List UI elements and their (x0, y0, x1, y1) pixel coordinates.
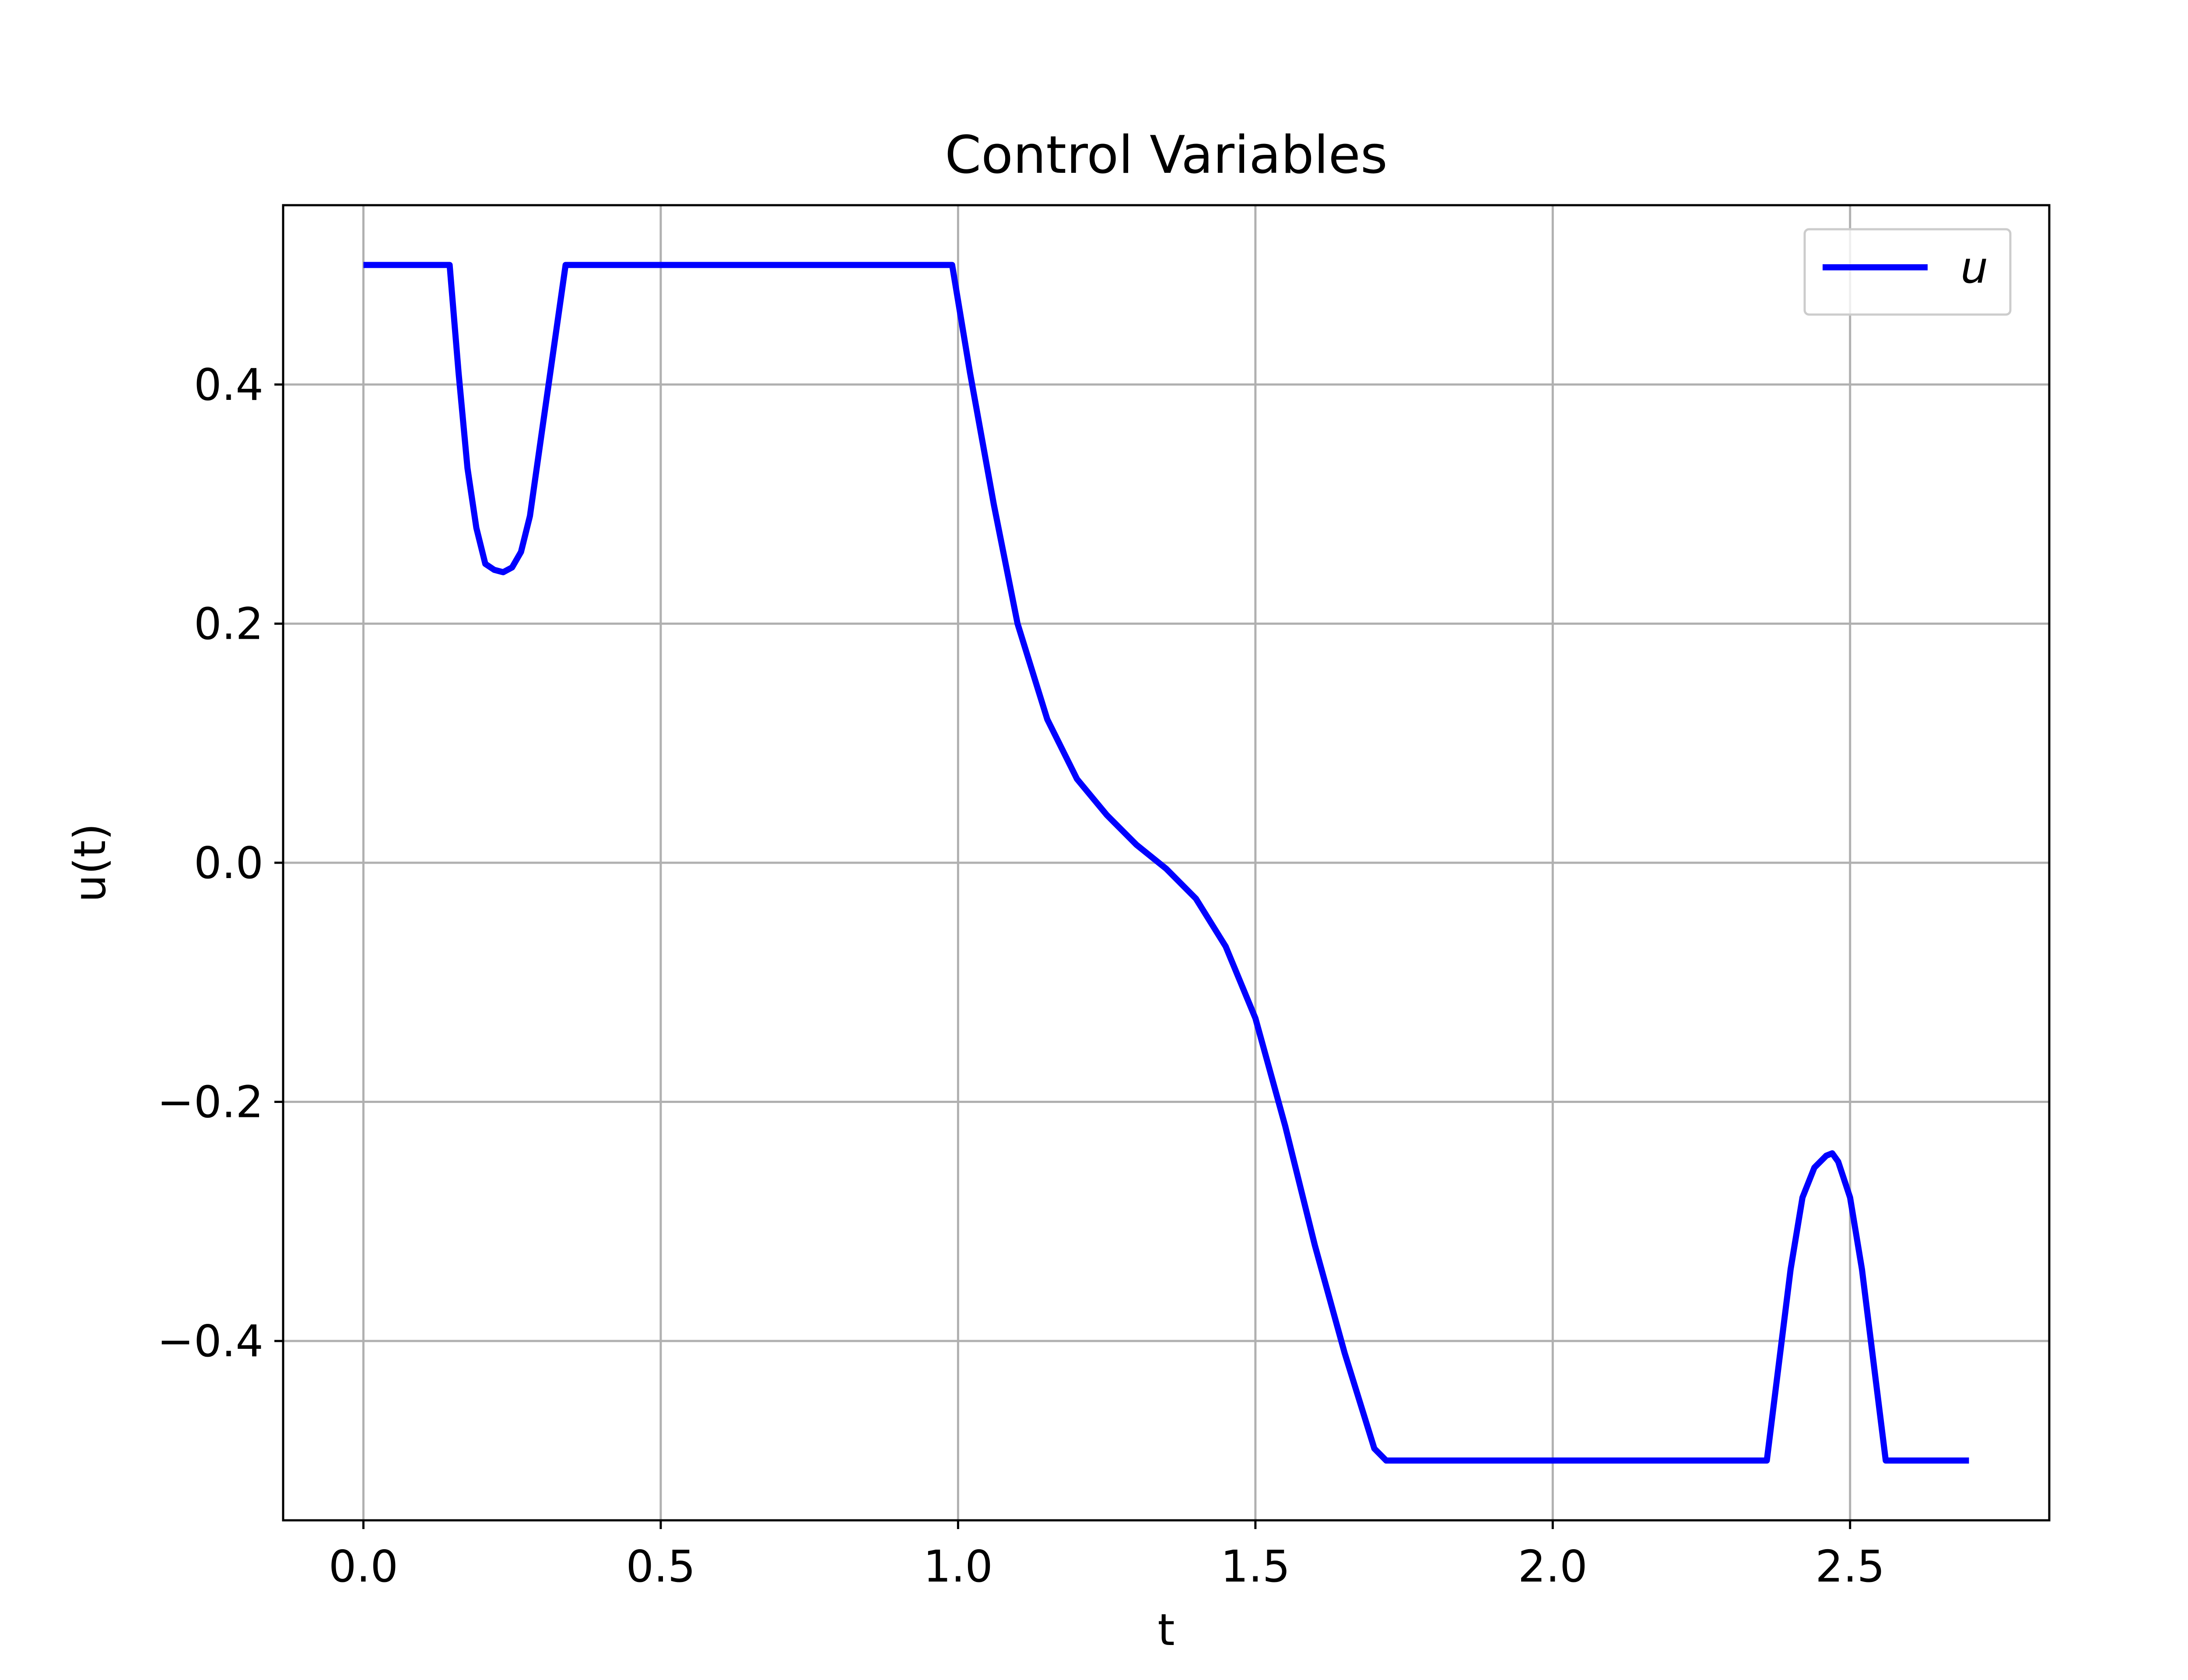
x-tick-label: 0.5 (626, 1541, 695, 1592)
x-tick-label: 2.0 (1518, 1541, 1588, 1592)
y-tick-label: 0.4 (194, 359, 263, 410)
x-tick-label: 1.5 (1220, 1541, 1290, 1592)
y-tick-label: −0.2 (157, 1077, 263, 1128)
grid (283, 205, 2049, 1520)
x-tick-label: 2.5 (1815, 1541, 1885, 1592)
y-tick-label: 0.2 (194, 598, 263, 649)
x-tick-label: 1.0 (923, 1541, 993, 1592)
legend: u (1803, 228, 2012, 316)
x-tick-label: 0.0 (329, 1541, 398, 1592)
chart-title: Control Variables (945, 125, 1388, 186)
series-layer (363, 262, 1969, 1464)
x-axis-label: t (1157, 1604, 1175, 1656)
legend-box (1803, 228, 2012, 316)
y-tick-label: 0.0 (194, 837, 263, 889)
y-tick-label: −0.4 (157, 1316, 263, 1367)
y-axis-label: u(t) (64, 823, 116, 903)
ticks: 0.0 0.5 1.0 1.5 2.0 2.5 0.4 0.2 0.0 −0.2 −0.4 (157, 359, 1885, 1592)
series-line-u (363, 262, 1969, 1464)
legend-label-u: u (1960, 242, 1988, 293)
